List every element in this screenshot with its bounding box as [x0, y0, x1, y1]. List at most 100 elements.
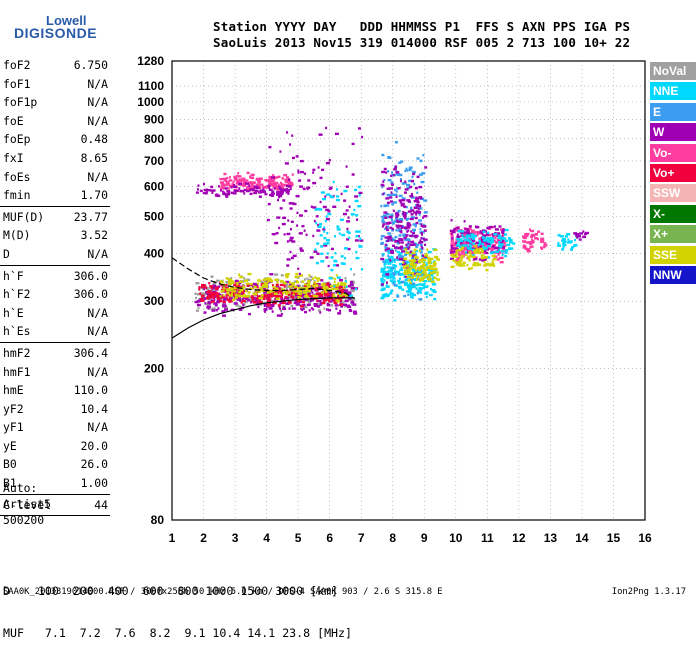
- legend-item-vominus: Vo-: [650, 143, 696, 162]
- echo-point: [245, 289, 248, 293]
- echo-point: [466, 229, 470, 232]
- echo-point: [228, 297, 233, 300]
- echo-point: [255, 297, 260, 300]
- echo-point: [475, 230, 479, 234]
- echo-point: [281, 183, 284, 186]
- echo-point: [226, 288, 230, 292]
- echo-point: [456, 233, 459, 236]
- echo-point: [227, 183, 231, 186]
- echo-point: [389, 226, 393, 230]
- echo-point: [389, 272, 394, 275]
- echo-point: [228, 295, 231, 299]
- echo-point: [405, 167, 408, 171]
- echo-point: [335, 274, 338, 277]
- echo-point: [406, 268, 409, 271]
- y-tick-label: 200: [144, 361, 164, 375]
- echo-point: [481, 238, 485, 241]
- echo-point: [321, 283, 324, 286]
- echo-point: [358, 230, 361, 233]
- echo-point: [574, 238, 577, 242]
- echo-point: [328, 299, 331, 303]
- echo-point: [406, 286, 411, 289]
- auto-block: Auto: Artist5 500200: [3, 480, 51, 528]
- echo-point: [249, 297, 253, 300]
- echo-point: [424, 279, 428, 283]
- echo-point: [271, 284, 274, 287]
- echo-point: [413, 253, 416, 256]
- echo-point: [346, 299, 349, 303]
- echo-point: [290, 202, 295, 205]
- param-value: N/A: [87, 169, 108, 184]
- param-label: M(D): [3, 228, 31, 243]
- echo-point: [397, 229, 401, 232]
- echo-point: [321, 197, 326, 201]
- echo-point: [542, 245, 546, 249]
- echo-point: [201, 292, 206, 295]
- param-value: 1.00: [80, 476, 108, 491]
- echo-point: [324, 219, 327, 223]
- echo-point: [474, 247, 477, 251]
- echo-point: [225, 180, 229, 184]
- echo-point: [273, 178, 276, 181]
- echo-point: [254, 286, 257, 289]
- echo-point: [405, 243, 408, 247]
- echo-point: [235, 175, 240, 178]
- echo-point: [330, 247, 334, 251]
- echo-point: [507, 237, 511, 240]
- echo-point: [473, 244, 477, 248]
- echo-point: [411, 261, 415, 264]
- echo-point: [292, 297, 296, 301]
- echo-point: [382, 184, 385, 187]
- echo-point: [253, 191, 258, 195]
- echo-point: [460, 230, 465, 233]
- echo-point: [316, 242, 320, 245]
- echo-point: [419, 196, 423, 200]
- echo-point: [497, 236, 502, 240]
- echo-point: [396, 173, 401, 176]
- echo-point: [409, 185, 413, 189]
- echo-point: [432, 290, 437, 294]
- echo-point: [330, 268, 334, 272]
- param-label: B0: [3, 457, 17, 472]
- profile-curve: [171, 297, 355, 339]
- echo-point: [263, 293, 266, 296]
- echo-point: [487, 262, 490, 266]
- echo-point: [394, 273, 397, 276]
- echo-point: [473, 255, 476, 258]
- echo-point: [199, 189, 203, 193]
- param-row: hmE 110.0: [0, 381, 110, 400]
- echo-point: [336, 228, 341, 231]
- y-tick-label: 500: [144, 210, 164, 224]
- echo-point: [279, 207, 283, 210]
- echo-point: [399, 201, 402, 204]
- echo-point: [576, 233, 580, 236]
- echo-point: [203, 188, 208, 192]
- echo-point: [381, 170, 386, 174]
- echo-point: [289, 181, 294, 185]
- echo-point: [392, 209, 395, 213]
- echo-point: [279, 314, 283, 317]
- echo-point: [410, 216, 415, 219]
- echo-point: [276, 191, 281, 194]
- echo-point: [246, 284, 250, 287]
- echo-point: [399, 178, 402, 181]
- echo-point: [328, 277, 333, 280]
- echo-point: [478, 242, 482, 245]
- echo-point: [264, 178, 268, 182]
- echo-point: [388, 269, 393, 273]
- echo-point: [487, 231, 490, 235]
- echo-point: [391, 237, 394, 240]
- echo-point: [400, 266, 403, 269]
- echo-point: [289, 283, 294, 287]
- echo-point: [296, 303, 300, 306]
- echo-point: [220, 294, 224, 297]
- echo-point: [383, 167, 387, 171]
- param-row: D N/A: [0, 245, 110, 264]
- echo-point: [218, 285, 221, 288]
- echo-point: [484, 256, 488, 259]
- echo-point: [473, 249, 477, 253]
- echo-point: [456, 235, 461, 239]
- echo-point: [511, 247, 514, 250]
- echo-point: [319, 303, 322, 307]
- echo-point: [286, 232, 291, 236]
